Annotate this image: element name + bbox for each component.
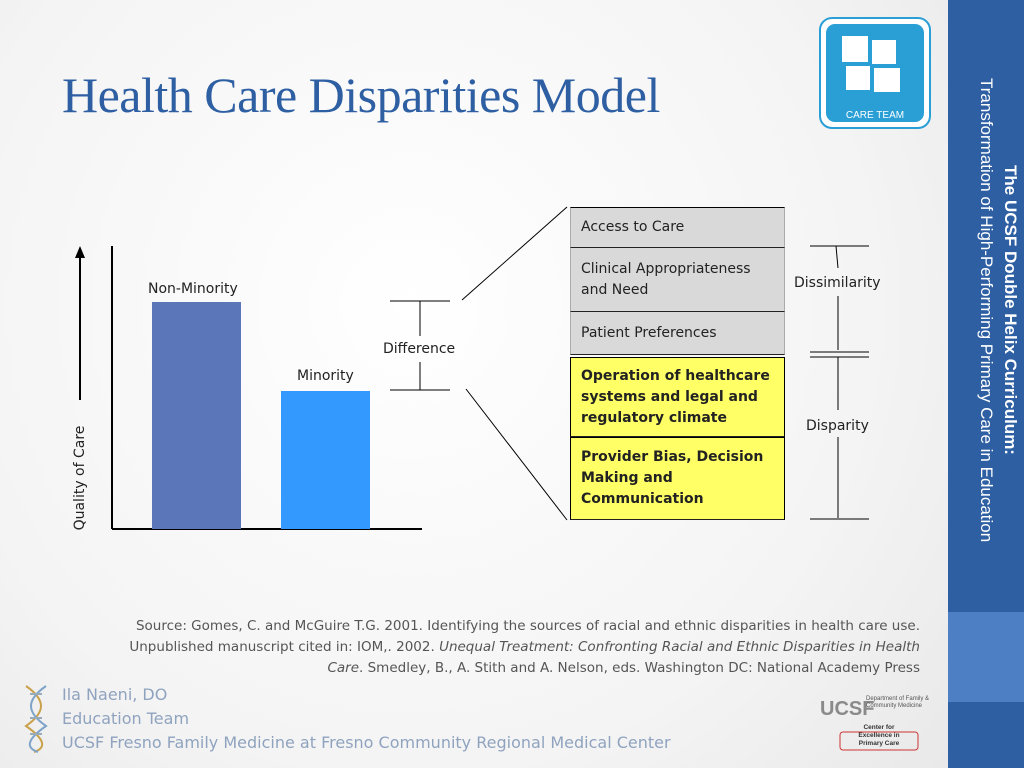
difference-label: Difference [383, 341, 456, 357]
logo-brand: UCSF [820, 698, 874, 720]
logo-center: Center for Excellence in Primary Care [858, 724, 900, 747]
logo-box [839, 731, 919, 751]
difference-bracket [390, 206, 568, 521]
factor-box: Operation of healthcare systems and lega… [570, 357, 785, 437]
right-brackets [810, 245, 869, 520]
bar-label: Non-Minority [148, 281, 238, 297]
factor-box: Access to Care [570, 207, 785, 248]
bar-non-minority [152, 302, 241, 529]
source-segment: . Smedley, B., A. Stith and A. Nelson, e… [359, 660, 920, 676]
footer-line: UCSF Fresno Family Medicine at Fresno Co… [62, 733, 671, 752]
factor-box: Clinical Appropriateness and Need [570, 248, 785, 312]
sidebar [948, 0, 1024, 768]
curriculum-subtitle: Transformation of High-Performing Primar… [977, 77, 996, 543]
title: Health Care Disparities Model [62, 67, 660, 123]
logo-department: Department of Family & Community Medicin… [866, 696, 930, 709]
care-team-logo [819, 17, 931, 129]
dissimilarity-label: Dissimilarity [794, 275, 881, 291]
source: Source: Gomes, C. and McGuire T.G. 2001.… [100, 616, 920, 679]
factor-box: Patient Preferences [570, 312, 785, 355]
factor-box: Provider Bias, Decision Making and Commu… [570, 437, 785, 520]
footer: Ila Naeni, DO Education Team UCSF Fresno F… [62, 683, 671, 755]
source-segment: Source: Gomes, C. and McGuire T.G. 2001.… [129, 618, 920, 655]
logo-label: CARE TEAM [846, 110, 904, 121]
bar-label: Minority [297, 368, 354, 384]
footer-line: Ila Naeni, DO [62, 685, 168, 704]
footer-line: Education Team [62, 709, 190, 728]
y-axis-label: Quality of Care [72, 426, 88, 531]
dna-icon [24, 685, 48, 753]
curriculum-title: The UCSF Double Helix Curriculum: [1001, 165, 1020, 455]
disparity-label: Disparity [806, 418, 869, 434]
bar-minority [281, 391, 370, 529]
arrow-head [75, 246, 85, 258]
sidebar-text: The UCSF Double Helix Curriculum: Transf… [952, 40, 1022, 580]
ucsf-logo: UCSF [820, 698, 919, 751]
sidebar-band [948, 612, 1024, 702]
source-segment: Unequal Treatment: Confronting Racial an… [327, 639, 920, 676]
